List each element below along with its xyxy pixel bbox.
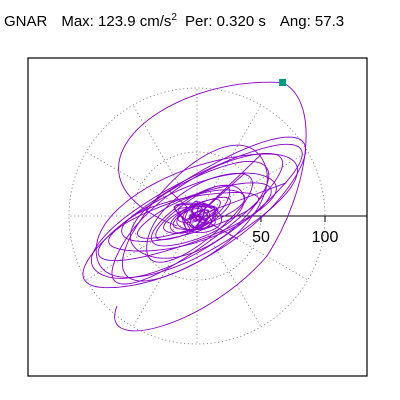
orbit-loop-5	[97, 172, 277, 262]
grid-spoke-150	[85, 151, 198, 217]
max-unit: cm/s2	[139, 12, 177, 30]
orbit-loop-10	[146, 172, 253, 263]
grid-spoke-300	[196, 215, 262, 328]
orbit-spike-5	[196, 172, 246, 217]
orbit-peak-path	[114, 81, 307, 332]
ang-value: 57.3	[314, 13, 345, 30]
plot-header: GNAR Max: 123.9 cm/s2 Per: 0.320 s Ang: 57.…	[4, 12, 344, 30]
orbit-loops	[82, 136, 307, 289]
orbit-loop-13	[155, 184, 231, 241]
grid-spoke-30	[196, 151, 309, 217]
grid-spoke-210	[85, 215, 198, 281]
plot-frame	[27, 57, 368, 377]
per-value: 0.320	[216, 13, 255, 30]
orbit-loop-8	[129, 160, 270, 259]
peak-marker	[279, 78, 287, 86]
per-unit: s	[258, 13, 266, 30]
orbit-spike-2	[196, 182, 287, 217]
orbit-spike-4	[196, 215, 239, 240]
orbit-loop-11	[137, 189, 246, 239]
max-value: 123.9	[98, 13, 136, 30]
x-axis-tick-label-2: 100	[312, 229, 339, 246]
grid-spoke-330	[196, 215, 309, 281]
orbit-traces	[82, 81, 307, 332]
grid-spoke-240	[132, 215, 198, 328]
station-code: GNAR	[4, 13, 48, 30]
x-axis-tick-label-1: 50	[252, 229, 270, 246]
ang-label: Ang:	[279, 13, 311, 30]
orbit-loop-3	[95, 153, 298, 278]
grid-spoke-60	[196, 104, 262, 217]
orbit-spike-1	[196, 154, 262, 217]
orbit-loop-9	[121, 192, 260, 242]
orbit-loop-18	[189, 209, 210, 229]
axes: 50 100	[197, 215, 367, 246]
orbit-marks	[279, 78, 287, 86]
per-label: Per:	[184, 13, 213, 30]
orbit-loop-6	[121, 144, 268, 282]
max-unit-exponent: 2	[171, 12, 177, 23]
orbit-loop-4	[111, 152, 283, 285]
max-unit-base: cm/s	[139, 13, 172, 30]
orbit-loop-1	[82, 136, 307, 289]
orbit-loop-2	[90, 143, 303, 279]
max-label: Max:	[61, 13, 94, 30]
orbit-spike-3	[168, 190, 198, 217]
